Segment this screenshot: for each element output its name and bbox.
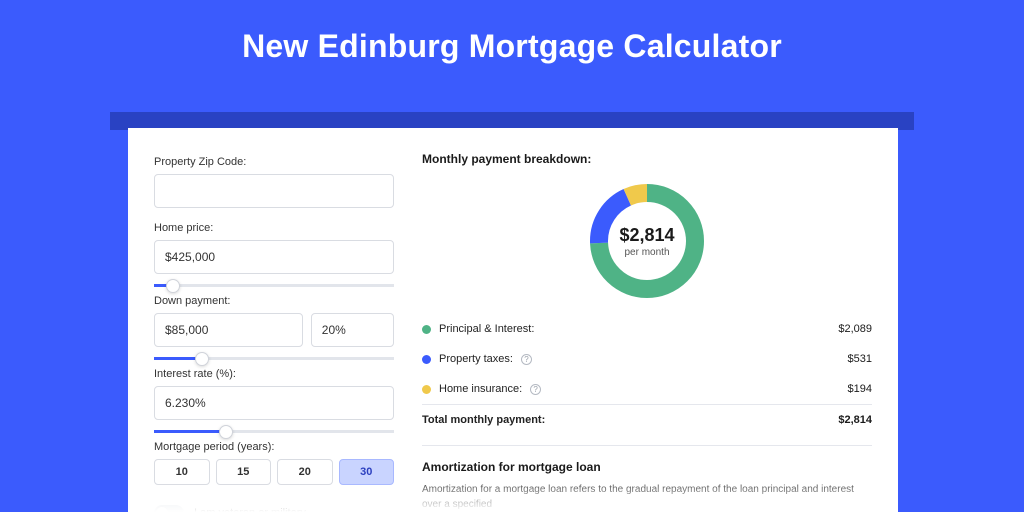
legend-total-row: Total monthly payment: $2,814 <box>422 404 872 435</box>
home-price-input[interactable] <box>154 240 394 274</box>
zip-label: Property Zip Code: <box>154 156 394 168</box>
donut-chart-wrap: $2,814 per month <box>422 174 872 308</box>
legend-label: Home insurance: <box>439 383 522 395</box>
slider-thumb[interactable] <box>195 352 209 366</box>
amortization-text: Amortization for a mortgage loan refers … <box>422 482 872 512</box>
home-price-label: Home price: <box>154 222 394 234</box>
veteran-toggle[interactable] <box>154 505 184 512</box>
legend-label: Principal & Interest: <box>439 323 534 335</box>
veteran-label: I am veteran or military <box>194 507 306 512</box>
donut-total: $2,814 <box>619 225 674 246</box>
breakdown-column: Monthly payment breakdown: $2,814 per mo… <box>422 152 872 512</box>
down-payment-amount-input[interactable] <box>154 313 303 347</box>
legend-swatch <box>422 325 431 334</box>
info-icon[interactable]: ? <box>521 354 532 365</box>
legend: Principal & Interest: $2,089 Property taxe… <box>422 314 872 435</box>
legend-value: $531 <box>848 353 872 365</box>
down-payment-label: Down payment: <box>154 295 394 307</box>
donut-sub: per month <box>624 247 669 258</box>
period-button-30[interactable]: 30 <box>339 459 395 485</box>
legend-label: Property taxes: <box>439 353 513 365</box>
slider-thumb[interactable] <box>219 425 233 439</box>
zip-input[interactable] <box>154 174 394 208</box>
legend-total-value: $2,814 <box>838 414 872 426</box>
info-icon[interactable]: ? <box>530 384 541 395</box>
legend-row: Principal & Interest: $2,089 <box>422 314 872 344</box>
home-price-slider[interactable] <box>154 284 394 287</box>
breakdown-title: Monthly payment breakdown: <box>422 152 872 166</box>
period-button-20[interactable]: 20 <box>277 459 333 485</box>
amortization-title: Amortization for mortgage loan <box>422 460 872 474</box>
form-column: Property Zip Code: Home price: Down paym… <box>154 152 394 512</box>
legend-swatch <box>422 385 431 394</box>
legend-value: $194 <box>848 383 872 395</box>
down-payment-pct-input[interactable] <box>311 313 394 347</box>
period-label: Mortgage period (years): <box>154 441 394 453</box>
amortization-section: Amortization for mortgage loan Amortizat… <box>422 445 872 512</box>
down-payment-slider[interactable] <box>154 357 394 360</box>
interest-rate-slider[interactable] <box>154 430 394 433</box>
interest-rate-label: Interest rate (%): <box>154 368 394 380</box>
donut-chart: $2,814 per month <box>587 181 707 301</box>
legend-swatch <box>422 355 431 364</box>
calculator-card: Property Zip Code: Home price: Down paym… <box>128 128 898 512</box>
legend-row: Property taxes:? $531 <box>422 344 872 374</box>
page-title: New Edinburg Mortgage Calculator <box>0 0 1024 85</box>
legend-value: $2,089 <box>838 323 872 335</box>
period-button-15[interactable]: 15 <box>216 459 272 485</box>
interest-rate-input[interactable] <box>154 386 394 420</box>
period-button-10[interactable]: 10 <box>154 459 210 485</box>
slider-thumb[interactable] <box>166 279 180 293</box>
legend-total-label: Total monthly payment: <box>422 414 545 426</box>
legend-row: Home insurance:? $194 <box>422 374 872 404</box>
period-button-row: 10152030 <box>154 459 394 485</box>
